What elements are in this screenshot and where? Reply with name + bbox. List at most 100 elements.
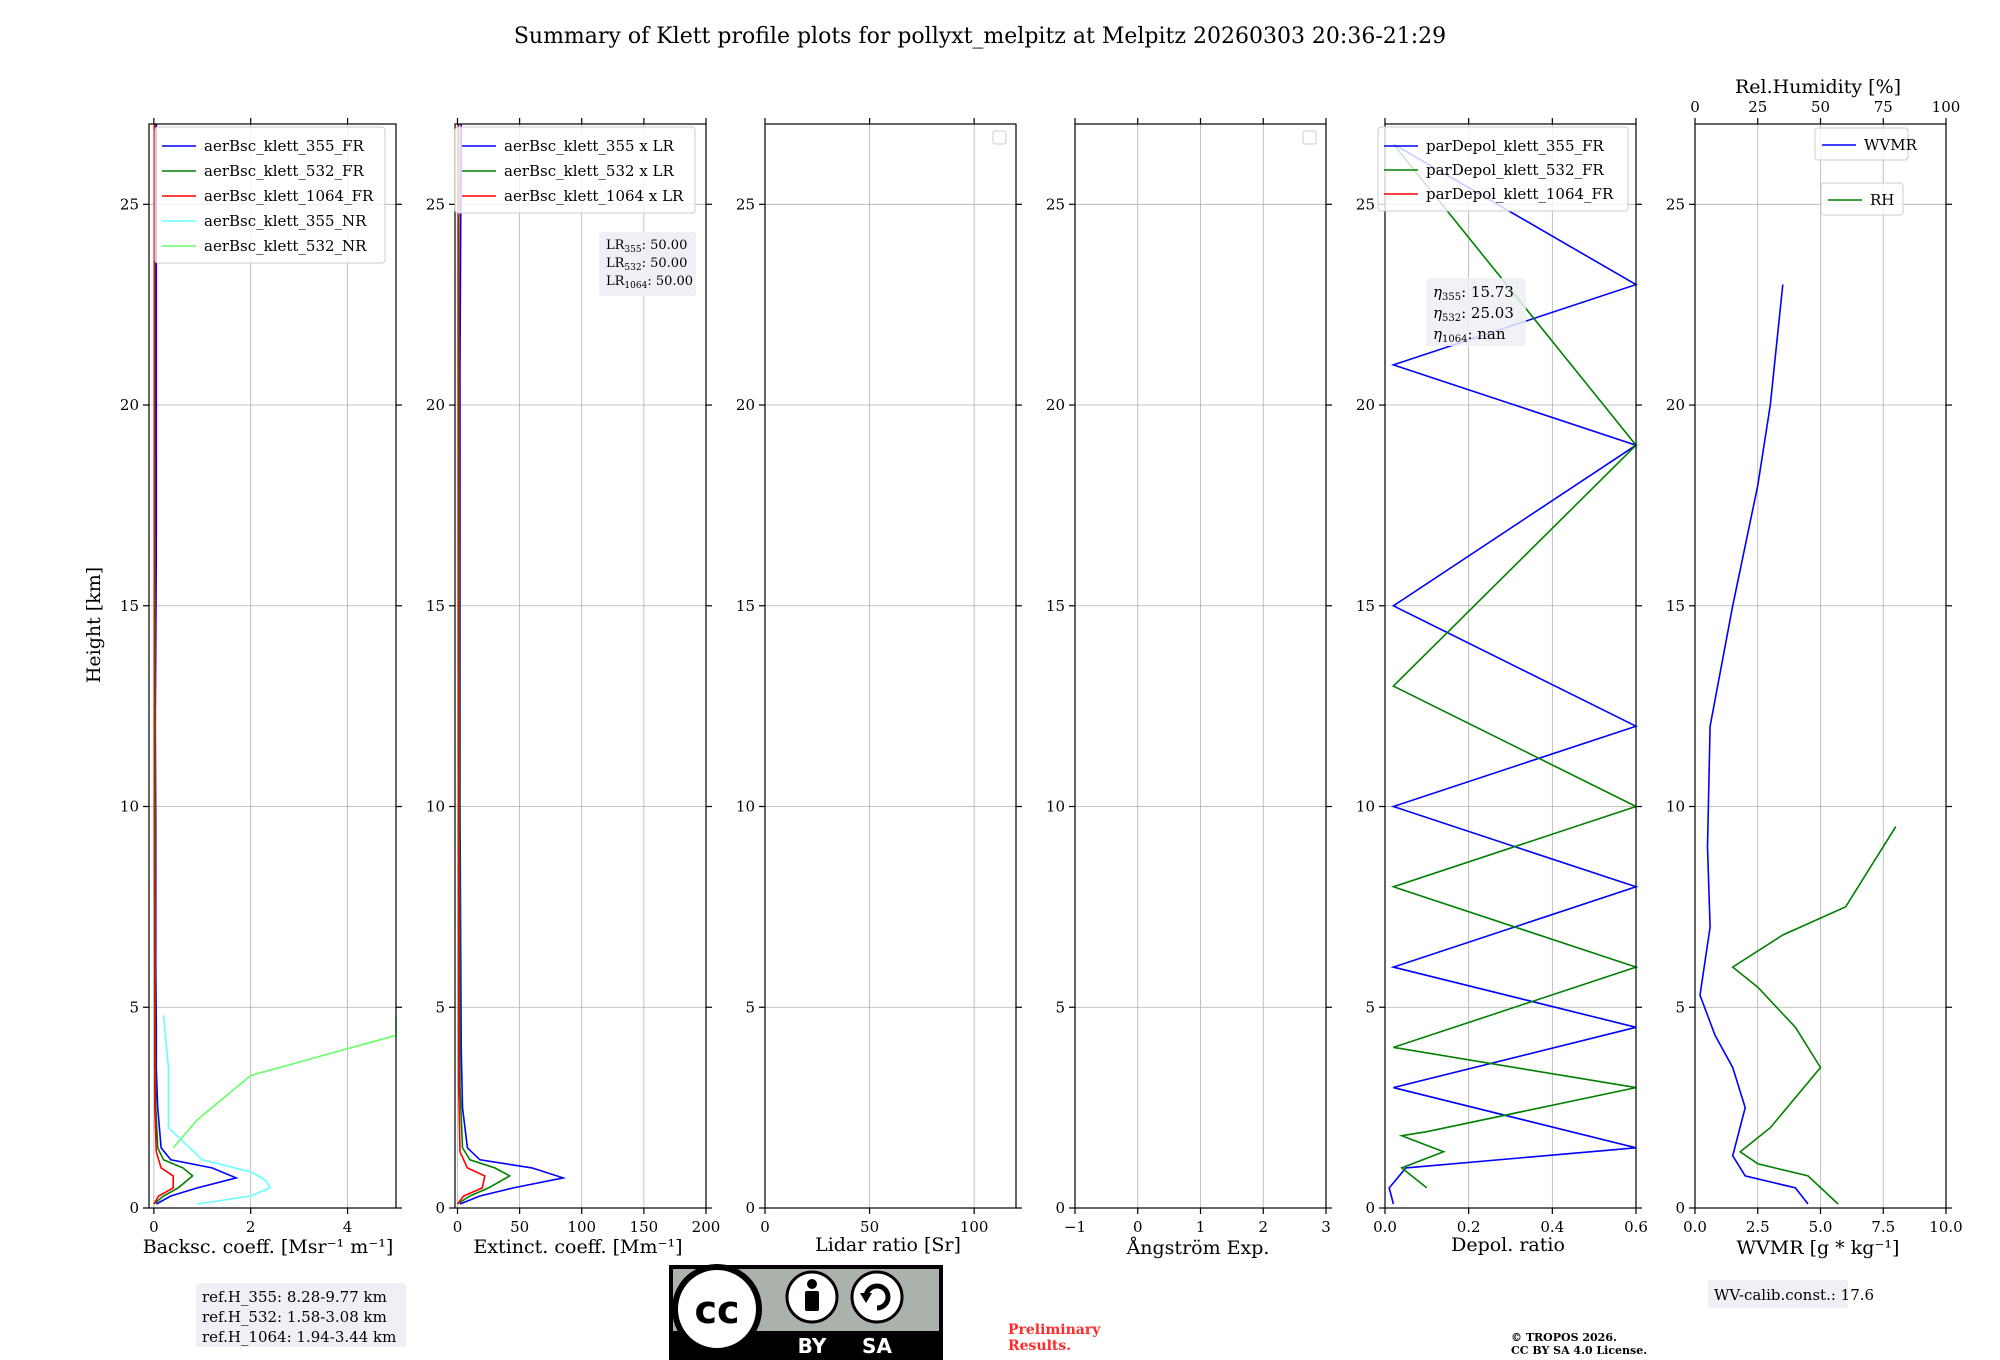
svg-text:LR532: 50.00: LR532: 50.00 [606, 256, 687, 273]
bsc-legend-1064-fr: aerBsc_klett_1064_FR [204, 187, 374, 205]
wv-top-tick-label: 50 [1811, 98, 1830, 116]
bsc-ytick-label: 0 [129, 1199, 139, 1217]
dep-xtick-label: 0.6 [1624, 1218, 1648, 1236]
ext-xlabel: Extinct. coeff. [Mm⁻¹] [473, 1236, 682, 1258]
panel-lidar-ratio: 0 50 100 0 5 10 15 20 25 [736, 118, 1022, 1236]
dep-ytick-label: 25 [1356, 195, 1375, 213]
lr-ytick-label: 15 [736, 597, 755, 615]
panel-water-vapour: 0.0 2.5 5.0 7.5 10.0 0 5 10 15 20 25 0 25 50 75 100 [1666, 98, 1963, 1236]
svg-text:LR355: 50.00: LR355: 50.00 [606, 238, 687, 255]
bsc-xtick-label: 2 [246, 1218, 256, 1236]
wv-calib-box: WV-calib.const.: 17.6 [1708, 1280, 1874, 1308]
ang-xlabel: Ångström Exp. [1126, 1237, 1270, 1259]
lr-value-532: : 50.00 [642, 256, 688, 271]
bsc-legend-532-nr: aerBsc_klett_532_NR [204, 237, 367, 255]
ang-axes-frame [1074, 123, 1327, 1209]
wv-ytick-label: 5 [1675, 998, 1685, 1016]
bsc-ytick-label: 20 [120, 396, 139, 414]
lr-name-355: LR [606, 238, 626, 253]
ang-ytick-label: 25 [1046, 195, 1065, 213]
ref-h-1064: ref.H_1064: 1.94-3.44 km [202, 1328, 396, 1346]
svg-text:η355: 15.73: η355: 15.73 [1433, 283, 1514, 303]
panel-depol: 0.0 0.2 0.4 0.6 0 5 10 15 20 25 [1356, 118, 1648, 1236]
ext-legend-532: aerBsc_klett_532 x LR [504, 162, 675, 180]
series-aerbsc-klett-532-nr [172, 1015, 397, 1149]
ext-ytick-label: 0 [435, 1199, 445, 1217]
ang-xtick-label: −1 [1064, 1218, 1086, 1236]
ext-ytick-label: 15 [426, 597, 445, 615]
eta-sub-355: 355 [1442, 292, 1461, 303]
series-aerbsc-klett-1064-fr [153, 124, 174, 1205]
bsc-ytick-label: 5 [129, 998, 139, 1016]
ext-xtick-label: 50 [510, 1218, 529, 1236]
bsc-axes-frame [148, 123, 397, 1209]
ang-xtick-label: 0 [1133, 1218, 1143, 1236]
ang-ytick-label: 0 [1055, 1199, 1065, 1217]
lr-value-1064: : 50.00 [647, 274, 693, 289]
wv-ytick-label: 0 [1675, 1199, 1685, 1217]
wv-xtick-label: 7.5 [1871, 1218, 1895, 1236]
wv-xtick-label: 0.0 [1683, 1218, 1707, 1236]
ext-ytick-label: 5 [435, 998, 445, 1016]
lr-ytick-label: 20 [736, 396, 755, 414]
dep-legend-1064: parDepol_klett_1064_FR [1426, 185, 1614, 203]
dep-ytick-label: 0 [1365, 1199, 1375, 1217]
wv-xtick-label: 5.0 [1809, 1218, 1833, 1236]
lr-axes-frame [764, 123, 1017, 1209]
lr-ytick-label: 25 [736, 195, 755, 213]
dep-legend: parDepol_klett_355_FR parDepol_klett_532… [1377, 126, 1629, 212]
wv-ytick-label: 20 [1666, 396, 1685, 414]
ref-h-532: ref.H_532: 1.58-3.08 km [202, 1308, 387, 1326]
cc-by-sa-badge: cc BY SA [669, 1264, 943, 1360]
ext-ytick-label: 10 [426, 798, 445, 816]
lr-ytick-label: 10 [736, 798, 755, 816]
cc-text: cc [694, 1288, 739, 1332]
wv-ytick-label: 15 [1666, 597, 1685, 615]
by-label: BY [798, 1334, 827, 1358]
ext-xtick-label: 200 [692, 1218, 721, 1236]
series-pardepol-klett-532-fr [1390, 143, 1639, 1189]
bsc-xlabel: Backsc. coeff. [Msr⁻¹ m⁻¹] [143, 1236, 394, 1258]
svg-text:η1064: nan: η1064: nan [1433, 325, 1506, 345]
dep-ytick-label: 10 [1356, 798, 1375, 816]
dep-ytick-label: 20 [1356, 396, 1375, 414]
series-wvmr [1699, 284, 1809, 1205]
wv-legend: WVMR RH [1814, 127, 1918, 216]
wv-legend-rh: RH [1870, 191, 1894, 209]
ang-ytick-label: 20 [1046, 396, 1065, 414]
y-axis-label: Height [km] [83, 567, 105, 683]
lr-ytick-label: 5 [745, 998, 755, 1016]
dep-xtick-label: 0.0 [1373, 1218, 1397, 1236]
bsc-xtick-label: 4 [343, 1218, 353, 1236]
series-aerbsc-klett-532-x-lr [457, 123, 512, 1205]
lr-xtick-label: 50 [860, 1218, 879, 1236]
dep-xtick-label: 0.2 [1457, 1218, 1481, 1236]
eta-value-532: : 25.03 [1461, 304, 1514, 322]
wv-top-tick-label: 75 [1874, 98, 1893, 116]
lr-annotation: LR355: 50.00 LR532: 50.00 LR1064: 50.00 [599, 232, 696, 296]
sa-label: SA [862, 1334, 892, 1358]
sa-share-icon [850, 1270, 904, 1324]
ang-xtick-label: 2 [1258, 1218, 1268, 1236]
wv-top-tick-label: 100 [1932, 98, 1961, 116]
lr-name-1064: LR [606, 274, 626, 289]
lr-sub-355: 355 [624, 245, 641, 255]
lr-sub-532: 532 [624, 263, 641, 273]
eta-annotation: η355: 15.73 η532: 25.03 η1064: nan [1426, 278, 1526, 346]
wv-xtick-label: 2.5 [1746, 1218, 1770, 1236]
dep-xlabel: Depol. ratio [1451, 1234, 1565, 1256]
figure-title: Summary of Klett profile plots for polly… [514, 24, 1446, 49]
ref-h-355: ref.H_355: 8.28-9.77 km [202, 1288, 387, 1306]
ref-height-box: ref.H_355: 8.28-9.77 km ref.H_532: 1.58-… [196, 1283, 406, 1347]
ext-xtick-label: 100 [567, 1218, 596, 1236]
ext-ytick-label: 20 [426, 396, 445, 414]
panel-backscatter: 0 2 4 0 5 10 15 20 25 [120, 118, 402, 1236]
lr-sub-1064: 1064 [624, 281, 647, 291]
ang-xtick-label: 1 [1196, 1218, 1206, 1236]
ext-legend-1064: aerBsc_klett_1064 x LR [504, 187, 684, 205]
wv-ytick-label: 25 [1666, 195, 1685, 213]
series-rh [1731, 826, 1897, 1205]
bsc-legend-355-nr: aerBsc_klett_355_NR [204, 212, 367, 230]
bsc-legend-532-fr: aerBsc_klett_532_FR [204, 162, 364, 180]
